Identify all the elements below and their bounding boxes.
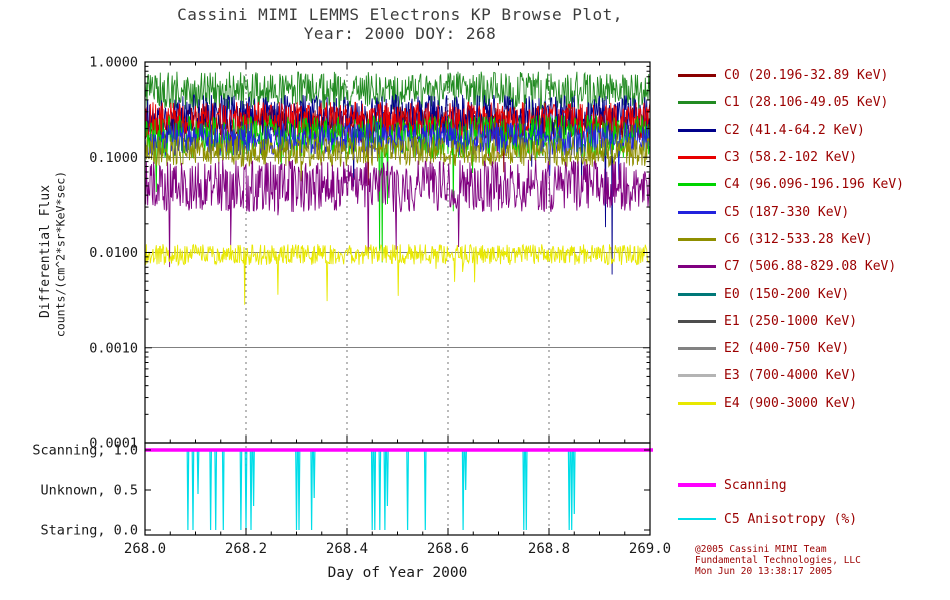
tick-label: 1.0000: [89, 55, 138, 71]
status-legend: Scanning C5 Anisotropy (%): [678, 468, 857, 536]
legend-swatch: [678, 74, 716, 78]
legend-swatch: [678, 237, 716, 241]
series-C5: [144, 120, 651, 180]
tick-label: 0.1000: [89, 150, 138, 166]
plot-title-line1: Cassini MIMI LEMMS Electrons KP Browse P…: [177, 5, 623, 24]
tick-label: 0.0100: [89, 245, 138, 261]
credit-line1: @2005 Cassini MIMI Team: [695, 544, 827, 555]
legend-item: C2 (41.4-64.2 KeV): [678, 117, 904, 144]
tick-label: 268.0: [124, 541, 166, 557]
credit: @2005 Cassini MIMI Team Fundamental Tech…: [695, 544, 861, 577]
legend-swatch: [678, 518, 716, 520]
legend-label: E3 (700-4000 KeV): [724, 368, 858, 384]
legend-item: C4 (96.096-196.196 KeV): [678, 171, 904, 198]
tick-label: 268.2: [225, 541, 267, 557]
legend-item: Scanning: [678, 468, 857, 502]
legend-swatch: [678, 374, 716, 378]
tick-label: 0.0001: [89, 436, 138, 452]
tick-label: 268.8: [528, 541, 570, 557]
legend-swatch: [678, 183, 716, 187]
plot-title-line2: Year: 2000 DOY: 268: [303, 24, 497, 43]
legend-label: Scanning: [724, 477, 787, 493]
legend-swatch: [678, 265, 716, 269]
tick-label: Unknown, 0.5: [40, 483, 138, 499]
legend-label: C6 (312-533.28 KeV): [724, 231, 873, 247]
y-axis-label: Differential Flux: [38, 184, 53, 319]
legend-item: E2 (400-750 KeV): [678, 335, 904, 362]
legend-label: E1 (250-1000 KeV): [724, 313, 858, 329]
legend-item: E3 (700-4000 KeV): [678, 362, 904, 389]
legend-label: C2 (41.4-64.2 KeV): [724, 122, 865, 138]
legend-label: C5 (187-330 KeV): [724, 204, 850, 220]
series-C7: [144, 159, 651, 268]
legend-label: C3 (58.2-102 KeV): [724, 150, 858, 166]
credit-line3: Mon Jun 20 13:38:17 2005: [695, 566, 833, 577]
y-axis-units-label: counts/(cm^2*sr*KeV*sec): [53, 170, 68, 338]
legend-swatch: [678, 210, 716, 214]
plot-title: Cassini MIMI LEMMS Electrons KP Browse P…: [120, 5, 680, 43]
tick-label: 0.0010: [89, 340, 138, 356]
tick-label: 268.4: [326, 541, 368, 557]
tick-label: Staring, 0.0: [40, 523, 138, 539]
legend-swatch: [678, 319, 716, 323]
series-E4: [144, 243, 651, 305]
anisotropy-line: [145, 449, 650, 531]
legend-label: E4 (900-3000 KeV): [724, 395, 858, 411]
legend-swatch: [678, 401, 716, 405]
tick-label: 269.0: [629, 541, 671, 557]
legend-swatch: [678, 128, 716, 132]
credit-line2: Fundamental Technologies, LLC: [695, 555, 861, 566]
series-C1: [144, 71, 651, 154]
legend-label: E0 (150-200 KeV): [724, 286, 850, 302]
legend-swatch: [678, 347, 716, 351]
legend-item: C1 (28.106-49.05 KeV): [678, 89, 904, 116]
series-C6: [144, 135, 651, 182]
legend-label: C4 (96.096-196.196 KeV): [724, 177, 905, 193]
legend-label: C0 (20.196-32.89 KeV): [724, 68, 889, 84]
legend-swatch: [678, 292, 716, 296]
legend-swatch: [678, 483, 716, 487]
legend-label: C5 Anisotropy (%): [724, 511, 858, 527]
legend-label: C1 (28.106-49.05 KeV): [724, 95, 889, 111]
legend-item: C5 (187-330 KeV): [678, 198, 904, 225]
legend-item: E4 (900-3000 KeV): [678, 390, 904, 417]
legend-item: C5 Anisotropy (%): [678, 502, 857, 536]
tick-label: 268.6: [427, 541, 469, 557]
legend-label: E2 (400-750 KeV): [724, 341, 850, 357]
x-axis-label: Day of Year 2000: [327, 565, 468, 581]
legend-item: C3 (58.2-102 KeV): [678, 144, 904, 171]
legend-item: C7 (506.88-829.08 KeV): [678, 253, 904, 280]
legend-item: C0 (20.196-32.89 KeV): [678, 62, 904, 89]
legend-swatch: [678, 156, 716, 160]
legend-label: C7 (506.88-829.08 KeV): [724, 259, 897, 275]
series-C3: [144, 101, 651, 158]
legend-item: E1 (250-1000 KeV): [678, 308, 904, 335]
legend-item: C6 (312-533.28 KeV): [678, 226, 904, 253]
legend: C0 (20.196-32.89 KeV) C1 (28.106-49.05 Ke…: [678, 62, 904, 417]
legend-swatch: [678, 101, 716, 105]
tick-label: Scanning, 1.0: [32, 443, 138, 459]
legend-item: E0 (150-200 KeV): [678, 280, 904, 307]
